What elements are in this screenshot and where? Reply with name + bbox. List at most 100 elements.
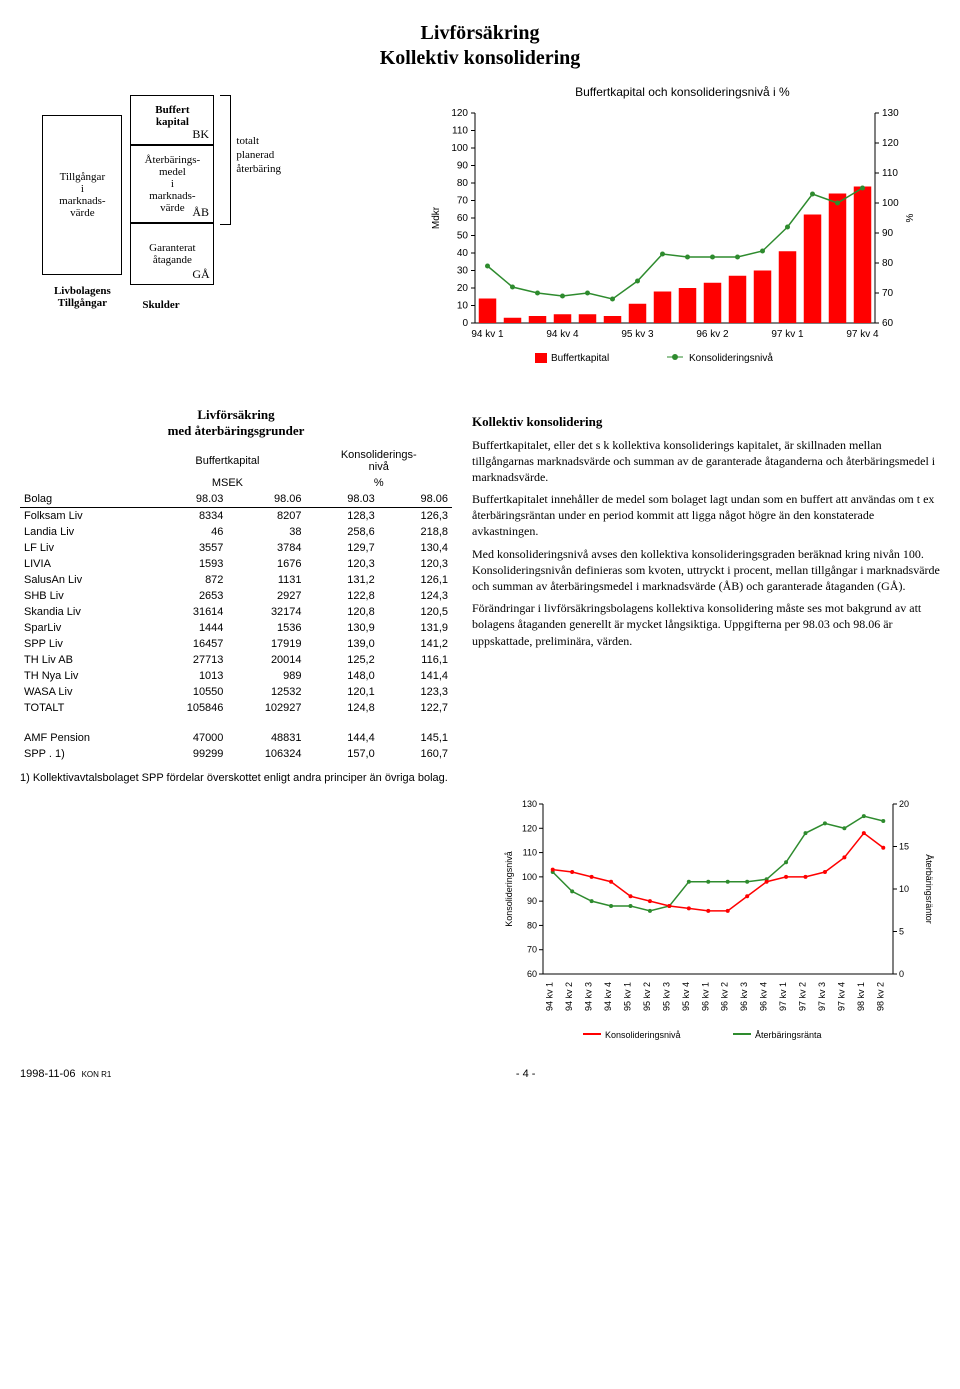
svg-text:97 kv 1: 97 kv 1 <box>778 982 788 1011</box>
svg-text:60: 60 <box>882 318 894 329</box>
prose-p2: Buffertkapitalet innehåller de medel som… <box>472 491 940 540</box>
svg-text:10: 10 <box>899 884 909 894</box>
concept-diagram: Tillgångar i marknads- värde Buffert kap… <box>42 85 402 345</box>
data-table: Buffertkapital Konsoliderings- nivå MSEK… <box>20 447 452 762</box>
diagram-box-assets: Tillgångar i marknads- värde <box>42 115 122 275</box>
table-title-1: Livförsäkring <box>20 407 452 423</box>
table-row: LF Liv35573784129,7130,4 <box>20 540 452 556</box>
col-group-1: Buffertkapital <box>149 447 305 475</box>
svg-text:Konsolideringsnivå: Konsolideringsnivå <box>689 352 773 364</box>
svg-text:130: 130 <box>522 799 537 809</box>
svg-text:90: 90 <box>457 161 469 172</box>
footer-pagenum: - 4 - <box>516 1068 536 1080</box>
svg-text:95 kv 3: 95 kv 3 <box>662 982 672 1011</box>
svg-text:0: 0 <box>462 318 468 329</box>
svg-text:120: 120 <box>451 108 468 119</box>
table-row: TOTALT105846102927124,8122,7 <box>20 700 452 716</box>
svg-text:20: 20 <box>899 799 909 809</box>
svg-text:90: 90 <box>527 896 537 906</box>
table-row: WASA Liv1055012532120,1123,3 <box>20 684 452 700</box>
svg-text:%: % <box>905 213 916 222</box>
svg-text:80: 80 <box>457 178 469 189</box>
table-row: Landia Liv4638258,6218,8 <box>20 524 452 540</box>
svg-text:95 kv 1: 95 kv 1 <box>623 982 633 1011</box>
svg-text:130: 130 <box>882 108 899 119</box>
svg-text:95 kv 4: 95 kv 4 <box>681 982 691 1011</box>
svg-text:110: 110 <box>882 168 898 179</box>
svg-text:Buffertkapital: Buffertkapital <box>551 353 609 364</box>
diagram-label-bk: BK <box>192 127 209 142</box>
svg-text:94 kv 1: 94 kv 1 <box>471 329 504 340</box>
svg-text:120: 120 <box>882 138 899 149</box>
table-row: SalusAn Liv8721131131,2126,1 <box>20 572 452 588</box>
svg-text:94 kv 4: 94 kv 4 <box>603 982 613 1011</box>
head-c2: 98.06 <box>227 491 305 508</box>
chart1-title: Buffertkapital och konsolideringsnivå i … <box>425 85 940 99</box>
unit-1: MSEK <box>149 475 305 491</box>
svg-text:100: 100 <box>882 198 899 209</box>
svg-text:97 kv 2: 97 kv 2 <box>798 982 808 1011</box>
svg-text:96 kv 1: 96 kv 1 <box>701 982 711 1011</box>
svg-text:70: 70 <box>457 196 469 207</box>
svg-text:60: 60 <box>457 213 469 224</box>
diagram-label-tillgangar: Livbolagens Tillgångar <box>32 285 132 309</box>
svg-text:50: 50 <box>457 231 469 242</box>
svg-text:80: 80 <box>527 920 537 930</box>
svg-text:80: 80 <box>882 258 894 269</box>
svg-text:97 kv 4: 97 kv 4 <box>837 982 847 1011</box>
svg-text:20: 20 <box>457 283 469 294</box>
head-bolag: Bolag <box>20 491 149 508</box>
svg-text:Konsolideringsnivå: Konsolideringsnivå <box>605 1030 681 1040</box>
chart2: 607080901001101201300510152094 kv 194 kv… <box>498 794 938 1044</box>
svg-text:120: 120 <box>522 823 537 833</box>
prose-p4: Förändringar i livförsäkringsbolagens ko… <box>472 600 940 649</box>
svg-text:5: 5 <box>899 927 904 937</box>
svg-text:70: 70 <box>882 288 894 299</box>
svg-text:40: 40 <box>457 248 469 259</box>
svg-text:Konsolideringsnivå: Konsolideringsnivå <box>504 851 514 927</box>
table-row: SHB Liv26532927122,8124,3 <box>20 588 452 604</box>
svg-text:97 kv 1: 97 kv 1 <box>771 329 804 340</box>
svg-text:Mdkr: Mdkr <box>431 206 442 229</box>
prose-heading: Kollektiv konsolidering <box>472 414 602 429</box>
page-title-2: Kollektiv konsolidering <box>20 47 940 70</box>
head-c4: 98.06 <box>379 491 452 508</box>
svg-text:96 kv 3: 96 kv 3 <box>740 982 750 1011</box>
svg-text:100: 100 <box>522 872 537 882</box>
svg-text:95 kv 2: 95 kv 2 <box>642 982 652 1011</box>
table-footnote: 1) Kollektivavtalsbolaget SPP fördelar ö… <box>20 772 452 784</box>
svg-text:97 kv 4: 97 kv 4 <box>846 329 879 340</box>
svg-text:96 kv 4: 96 kv 4 <box>759 982 769 1011</box>
svg-text:Återbäringsräntor: Återbäringsräntor <box>924 854 934 924</box>
svg-text:97 kv 3: 97 kv 3 <box>817 982 827 1011</box>
footer-ref: KON R1 <box>82 1070 112 1079</box>
table-title-2: med återbäringsgrunder <box>20 423 452 439</box>
svg-text:98 kv 2: 98 kv 2 <box>876 982 886 1011</box>
svg-text:98 kv 1: 98 kv 1 <box>856 982 866 1011</box>
diagram-label-planerad: planerad <box>236 149 274 161</box>
head-c1: 98.03 <box>149 491 227 508</box>
chart1: 0102030405060708090100110120607080901001… <box>425 103 925 373</box>
prose-p3: Med konsolideringsnivå avses den kollekt… <box>472 546 940 595</box>
table-row: Skandia Liv3161432174120,8120,5 <box>20 604 452 620</box>
svg-text:90: 90 <box>882 228 894 239</box>
svg-text:0: 0 <box>899 969 904 979</box>
diagram-label-totalt: totalt <box>236 135 259 147</box>
svg-text:15: 15 <box>899 842 909 852</box>
unit-2: % <box>306 475 452 491</box>
table-row: LIVIA15931676120,3120,3 <box>20 556 452 572</box>
table-row: Folksam Liv83348207128,3126,3 <box>20 508 452 525</box>
table-row: SPP Liv1645717919139,0141,2 <box>20 636 452 652</box>
svg-text:60: 60 <box>527 969 537 979</box>
head-c3: 98.03 <box>306 491 379 508</box>
table-row: SPP . 1)99299106324157,0160,7 <box>20 746 452 762</box>
diagram-label-aterbaring: återbäring <box>236 163 281 175</box>
svg-text:94 kv 3: 94 kv 3 <box>584 982 594 1011</box>
prose-p1: Buffertkapitalet, eller det s k kollekti… <box>472 437 940 486</box>
diagram-label-ab: ÅB <box>192 205 209 220</box>
svg-text:94 kv 2: 94 kv 2 <box>565 982 575 1011</box>
diagram-label-ga: GÅ <box>192 267 209 282</box>
page-title-1: Livförsäkring <box>20 22 940 45</box>
table-row: TH Nya Liv1013989148,0141,4 <box>20 668 452 684</box>
svg-text:96 kv 2: 96 kv 2 <box>696 329 729 340</box>
